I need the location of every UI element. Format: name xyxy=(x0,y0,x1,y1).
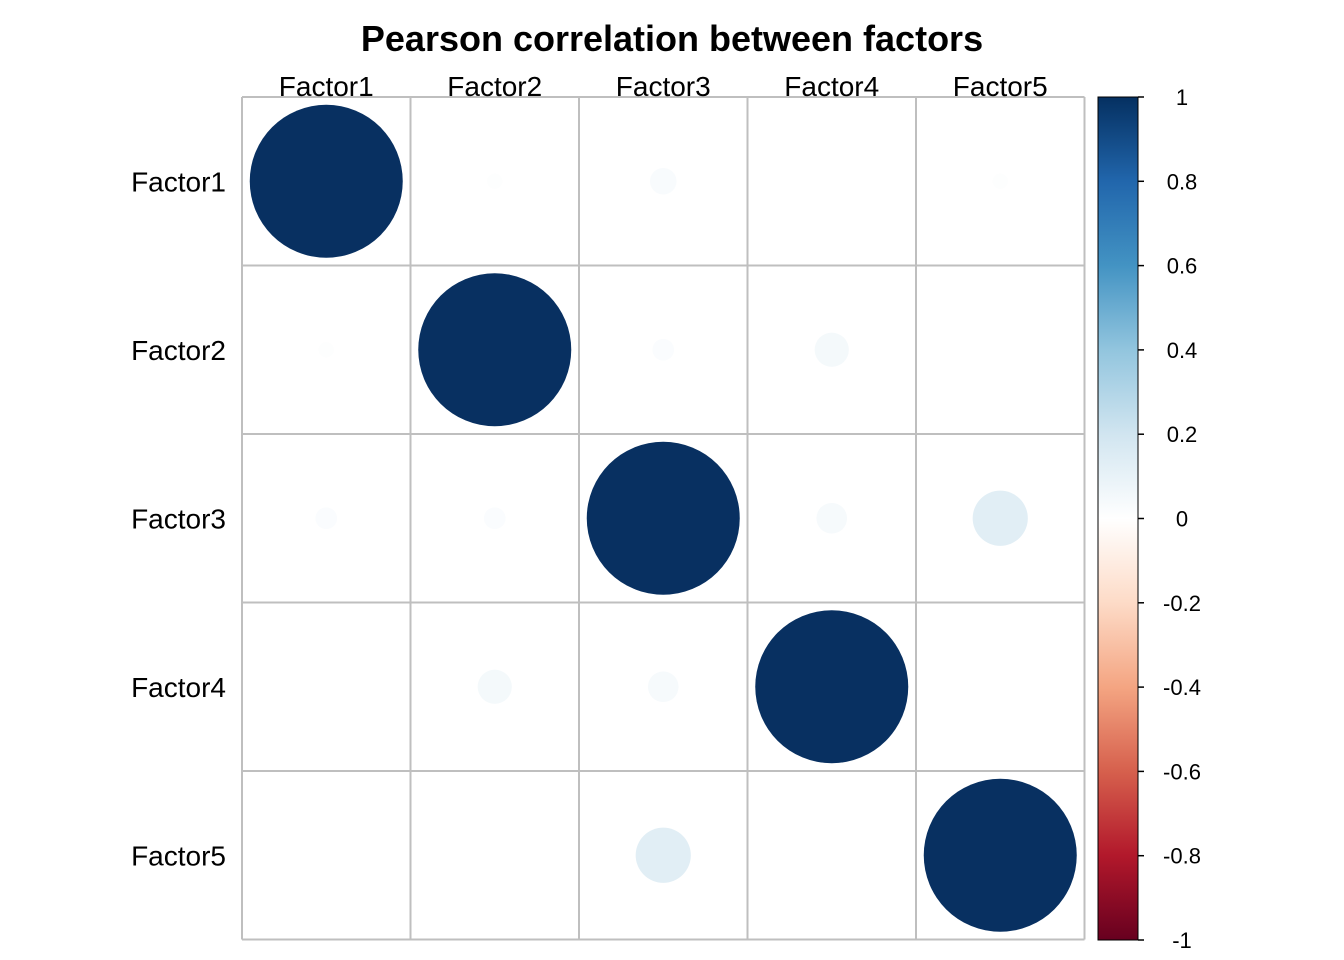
colorbar-tick-label-8: -0.4 xyxy=(1163,675,1201,700)
row-label-5: Factor5 xyxy=(131,840,226,871)
colorbar-gradient xyxy=(1097,96,1139,941)
correlation-circle-r3-c2 xyxy=(483,507,506,530)
column-label-2: Factor2 xyxy=(447,71,542,102)
row-label-1: Factor1 xyxy=(131,166,226,197)
correlation-circle-r3-c3 xyxy=(586,441,740,595)
column-label-5: Factor5 xyxy=(953,71,1048,102)
colorbar-tick-label-6: 0 xyxy=(1176,507,1188,532)
column-label-4: Factor4 xyxy=(784,71,879,102)
correlation-circle-r4-c3 xyxy=(647,671,679,703)
correlation-circle-r3-c1 xyxy=(315,507,338,530)
colorbar-tick-label-1: 1 xyxy=(1176,85,1188,110)
column-labels: Factor1 Factor2 Factor3 Factor4 Factor5 xyxy=(279,71,1048,102)
colorbar-tick-label-3: 0.6 xyxy=(1167,254,1198,279)
row-label-3: Factor3 xyxy=(131,503,226,534)
colorbar-tick-label-10: -0.8 xyxy=(1163,844,1201,869)
colorbar-tick-label-9: -0.6 xyxy=(1163,759,1201,784)
matrix-grid xyxy=(241,96,1086,941)
colorbar-tick-label-2: 0.8 xyxy=(1167,169,1198,194)
colorbar-legend: 1 0.8 0.6 0.4 0.2 0 -0.2 -0.4 -0.6 -0.8 -1 xyxy=(1097,85,1201,953)
chart-title: Pearson correlation between factors xyxy=(361,18,983,59)
correlation-circle-r2-c3 xyxy=(652,338,675,361)
correlation-circle-r1-c2 xyxy=(487,173,503,189)
correlation-circle-r1-c1 xyxy=(249,104,403,258)
column-label-1: Factor1 xyxy=(279,71,374,102)
correlation-circle-r3-c5 xyxy=(972,490,1028,546)
correlation-circle-r2-c2 xyxy=(418,273,572,427)
colorbar-tick-label-11: -1 xyxy=(1172,928,1192,953)
correlation-circle-r3-c4 xyxy=(816,502,848,534)
correlation-circles xyxy=(249,104,1077,932)
colorbar-tick-label-5: 0.2 xyxy=(1167,422,1198,447)
column-label-3: Factor3 xyxy=(616,71,711,102)
correlation-circle-r5-c5 xyxy=(923,778,1077,932)
row-labels: Factor1 Factor2 Factor3 Factor4 Factor5 xyxy=(131,166,226,871)
correlation-circle-r1-c5 xyxy=(992,173,1008,189)
correlation-circle-r5-c3 xyxy=(635,827,691,883)
correlation-circle-r4-c4 xyxy=(755,610,909,764)
row-label-2: Factor2 xyxy=(131,335,226,366)
colorbar-tick-label-7: -0.2 xyxy=(1163,591,1201,616)
colorbar-tick-label-4: 0.4 xyxy=(1167,338,1198,363)
correlation-circle-r2-c4 xyxy=(814,332,849,367)
colorbar-ticks: 1 0.8 0.6 0.4 0.2 0 -0.2 -0.4 -0.6 -0.8 -1 xyxy=(1138,85,1201,953)
correlation-circle-r1-c3 xyxy=(649,167,677,195)
correlation-circle-r2-c1 xyxy=(318,342,334,358)
correlation-circle-r4-c2 xyxy=(477,669,512,704)
row-label-4: Factor4 xyxy=(131,672,226,703)
